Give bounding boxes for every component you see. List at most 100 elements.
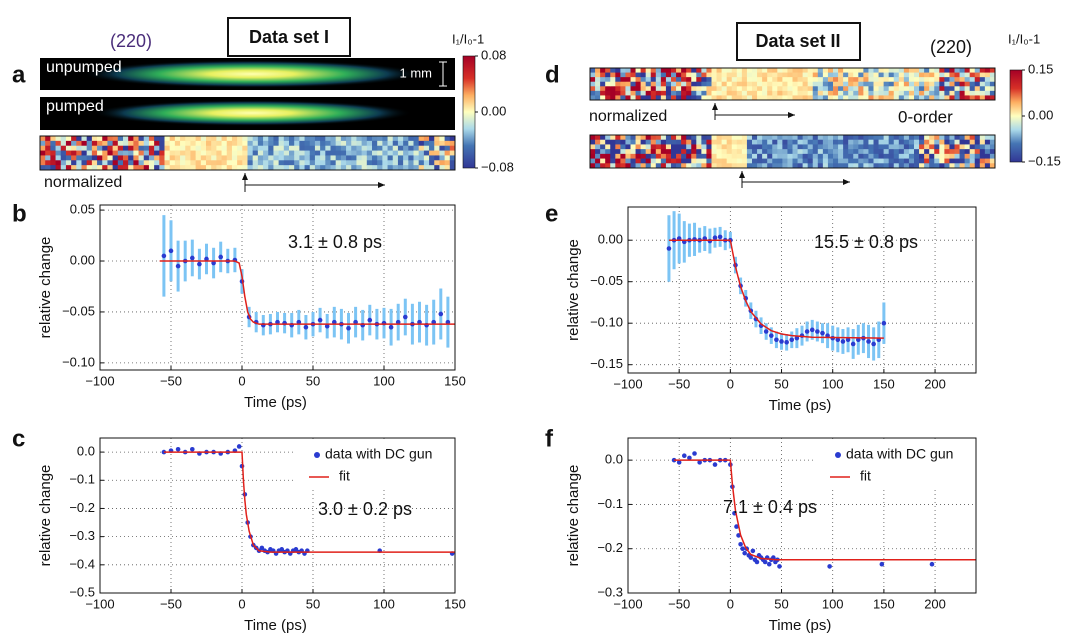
- heatmap-cell: [984, 135, 991, 141]
- heatmap-cell: [787, 95, 793, 101]
- heatmap-cell: [148, 160, 155, 166]
- heatmap-cell: [444, 165, 451, 171]
- heatmap-cell: [671, 144, 677, 150]
- heatmap-cell: [645, 90, 652, 96]
- heatmap-cell: [123, 155, 129, 161]
- heatmap-cell: [665, 153, 672, 159]
- heatmap-cell: [782, 163, 788, 169]
- x-tick-label: 0: [238, 373, 245, 388]
- heatmap-cell: [919, 135, 925, 141]
- heatmap-cell: [351, 165, 357, 171]
- heatmap-cell: [939, 135, 945, 141]
- heatmap-cell: [221, 150, 228, 156]
- heatmap-cell: [908, 153, 915, 159]
- heatmap-cell: [655, 144, 662, 150]
- heatmap-cell: [979, 139, 986, 145]
- heatmap-cell: [853, 81, 859, 87]
- heatmap-cell: [650, 139, 657, 145]
- heatmap-cell: [822, 90, 829, 96]
- heatmap-cell: [989, 153, 996, 159]
- heatmap-cell: [706, 68, 712, 73]
- heatmap-cell: [848, 68, 854, 73]
- heatmap-cell: [257, 160, 264, 166]
- heatmap-cell: [340, 165, 347, 171]
- beam-spot: [92, 100, 412, 126]
- heatmap-cell: [964, 153, 971, 159]
- heatmap-cell: [934, 153, 940, 159]
- y-tick-label: −0.10: [62, 354, 95, 369]
- heatmap-cell: [314, 165, 321, 171]
- reflection-label: (220): [930, 37, 972, 57]
- heatmap-cell: [853, 68, 859, 73]
- heatmap-cell: [949, 163, 955, 169]
- heatmap-cell: [944, 68, 950, 73]
- heatmap-cell: [231, 136, 238, 142]
- heatmap-cell: [944, 139, 950, 145]
- heatmap-cell: [81, 140, 88, 147]
- heatmap-cell: [878, 95, 885, 101]
- x-tick-label: −100: [613, 376, 642, 391]
- heatmap-cell: [939, 139, 945, 145]
- heatmap-cell: [924, 135, 930, 141]
- heatmap-cell: [278, 150, 285, 156]
- heatmap-cell: [893, 158, 900, 164]
- data-point: [777, 564, 782, 569]
- heatmap-cell: [777, 135, 783, 141]
- heatmap-cell: [169, 136, 176, 142]
- heatmap-cell: [762, 86, 768, 92]
- heatmap-cell: [299, 140, 305, 147]
- heatmap-cell: [117, 150, 124, 156]
- heatmap-cell: [273, 165, 280, 171]
- heatmap-cell: [449, 136, 456, 142]
- heatmap-cell: [610, 158, 616, 164]
- heatmap-cell: [741, 68, 748, 73]
- heatmap-cell: [154, 165, 160, 171]
- x-tick-label: −50: [160, 596, 182, 611]
- heatmap-cell: [154, 140, 160, 147]
- annotation: 3.0 ± 0.2 ps: [318, 499, 412, 519]
- heatmap-cell: [340, 155, 347, 161]
- heatmap-cell: [686, 158, 692, 164]
- heatmap-cell: [974, 68, 981, 73]
- heatmap-cell: [969, 163, 976, 169]
- heatmap-cell: [206, 145, 212, 151]
- heatmap-cell: [164, 140, 171, 147]
- heatmap-cell: [979, 144, 986, 150]
- heatmap-cell: [843, 68, 849, 73]
- heatmap-cell: [833, 149, 839, 155]
- heatmap-cell: [392, 155, 399, 161]
- heatmap-cell: [934, 72, 940, 78]
- heatmap-cell: [143, 140, 150, 147]
- heatmap-cell: [746, 144, 753, 150]
- heatmap-cell: [762, 139, 768, 145]
- strip-frame: [39, 135, 456, 171]
- heatmap-cell: [133, 136, 139, 142]
- heatmap-cell: [600, 135, 606, 141]
- heatmap-cell: [133, 160, 139, 166]
- heatmap-cell: [924, 153, 930, 159]
- heatmap-cell: [752, 139, 758, 145]
- heatmap-cell: [731, 81, 738, 87]
- heatmap-cell: [863, 135, 869, 141]
- heatmap-cell: [278, 155, 285, 161]
- legend-swatch: [835, 452, 841, 458]
- heatmap-cell: [429, 136, 435, 142]
- heatmap-cell: [762, 149, 768, 155]
- heatmap-cell: [200, 155, 207, 161]
- heatmap-cell: [148, 145, 155, 151]
- heatmap-cell: [625, 90, 631, 96]
- heatmap-cell: [605, 144, 611, 150]
- heatmap-cell: [883, 95, 890, 101]
- y-tick-label: 0.00: [598, 232, 623, 247]
- heatmap-cell: [959, 95, 966, 101]
- x-tick-label: 200: [924, 596, 946, 611]
- strip-frame: [589, 134, 996, 169]
- heatmap-cell: [908, 68, 915, 73]
- heatmap-cell: [914, 68, 920, 73]
- heatmap-cell: [340, 150, 347, 156]
- heatmap-cell: [838, 77, 844, 83]
- heatmap-cell: [676, 149, 682, 155]
- heatmap-cell: [289, 140, 295, 147]
- heatmap-cell: [97, 136, 103, 142]
- heatmap-cell: [387, 145, 394, 151]
